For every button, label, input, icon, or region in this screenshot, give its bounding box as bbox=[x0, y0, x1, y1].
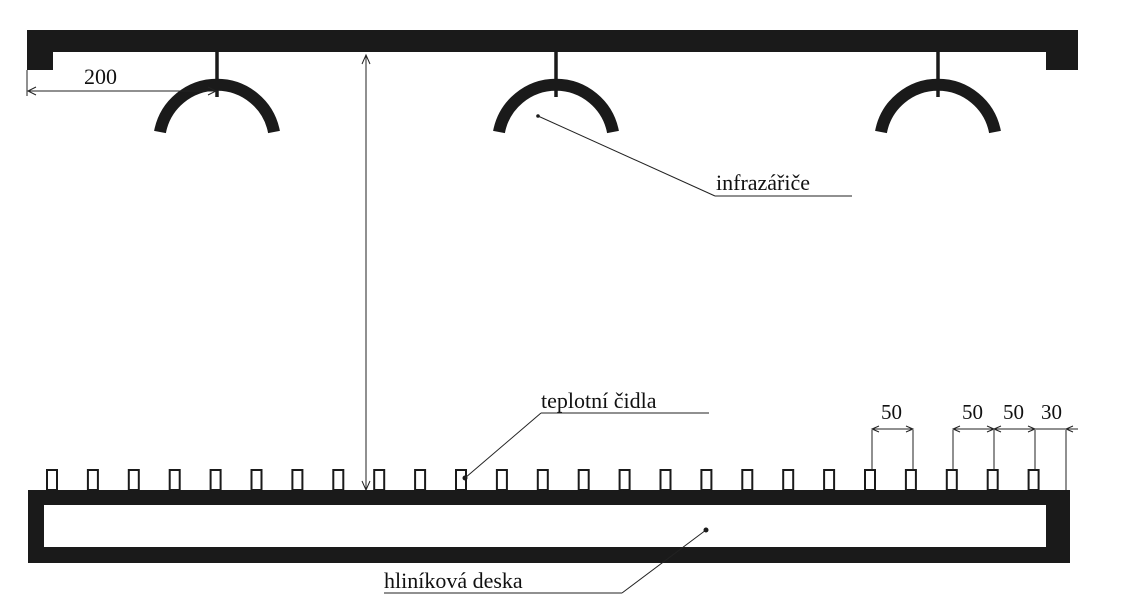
temperature-sensor-14 bbox=[577, 469, 590, 491]
ceiling-bracket-right bbox=[1046, 50, 1078, 70]
plate-callout: hliníková deska bbox=[384, 529, 707, 594]
sensor-spacing-label-a: 50 bbox=[881, 400, 902, 424]
temperature-sensor-22 bbox=[904, 469, 917, 491]
temperature-sensor-25 bbox=[1027, 469, 1040, 491]
temperature-sensor-2 bbox=[86, 469, 99, 491]
sensor-spacing-dimensions: 50 50 50 30 bbox=[870, 400, 1078, 490]
temperature-sensor-23 bbox=[945, 469, 958, 491]
temperature-sensor-17 bbox=[700, 469, 713, 491]
temperature-sensor-12 bbox=[495, 469, 508, 491]
temperature-sensor-6 bbox=[250, 469, 263, 491]
aluminium-plate bbox=[28, 490, 1070, 563]
temperature-sensor-7 bbox=[291, 469, 304, 491]
temperature-sensor-9 bbox=[373, 469, 386, 491]
sensor-spacing-label-b: 50 bbox=[962, 400, 983, 424]
temperature-sensor-15 bbox=[618, 469, 631, 491]
heater-3 bbox=[875, 52, 1001, 134]
heaters-group bbox=[154, 52, 1001, 134]
heater-reflector-1 bbox=[154, 78, 280, 134]
temperature-sensors-group bbox=[46, 469, 1040, 491]
temperature-sensor-16 bbox=[659, 469, 672, 491]
temperature-sensor-8 bbox=[332, 469, 345, 491]
temperature-sensor-13 bbox=[536, 469, 549, 491]
temperature-sensor-3 bbox=[127, 469, 140, 491]
heater-reflector-2 bbox=[493, 78, 619, 134]
heater-offset-dimension: 200 bbox=[26, 64, 218, 96]
heater-offset-label: 200 bbox=[84, 64, 117, 89]
sensors-label: teplotní čidla bbox=[541, 388, 657, 413]
sensor-spacing-label-c: 50 bbox=[1003, 400, 1024, 424]
sensors-callout: teplotní čidla bbox=[462, 388, 709, 481]
ceiling-beam bbox=[27, 30, 1078, 70]
temperature-sensor-4 bbox=[168, 469, 181, 491]
plate-inner bbox=[44, 505, 1046, 547]
temperature-sensor-19 bbox=[782, 469, 795, 491]
ceiling-bracket-left bbox=[27, 50, 53, 70]
heater-reflector-3 bbox=[875, 78, 1001, 134]
temperature-sensor-10 bbox=[414, 469, 427, 491]
heater-2 bbox=[493, 52, 619, 134]
heater-leader-dot bbox=[536, 114, 540, 118]
height-dimension bbox=[361, 53, 371, 492]
ceiling-beam-bar bbox=[27, 30, 1078, 52]
edge-gap-label: 30 bbox=[1041, 400, 1062, 424]
temperature-sensor-5 bbox=[209, 469, 222, 491]
temperature-sensor-20 bbox=[823, 469, 836, 491]
temperature-sensor-24 bbox=[986, 469, 999, 491]
temperature-sensor-21 bbox=[864, 469, 876, 491]
heaters-label: infrazářiče bbox=[716, 170, 810, 195]
plate-label: hliníková deska bbox=[384, 568, 523, 593]
temperature-sensor-18 bbox=[741, 469, 754, 491]
temperature-sensor-1 bbox=[46, 469, 58, 491]
heaters-callout: infrazářiče bbox=[536, 114, 852, 197]
heater-1 bbox=[154, 52, 280, 134]
